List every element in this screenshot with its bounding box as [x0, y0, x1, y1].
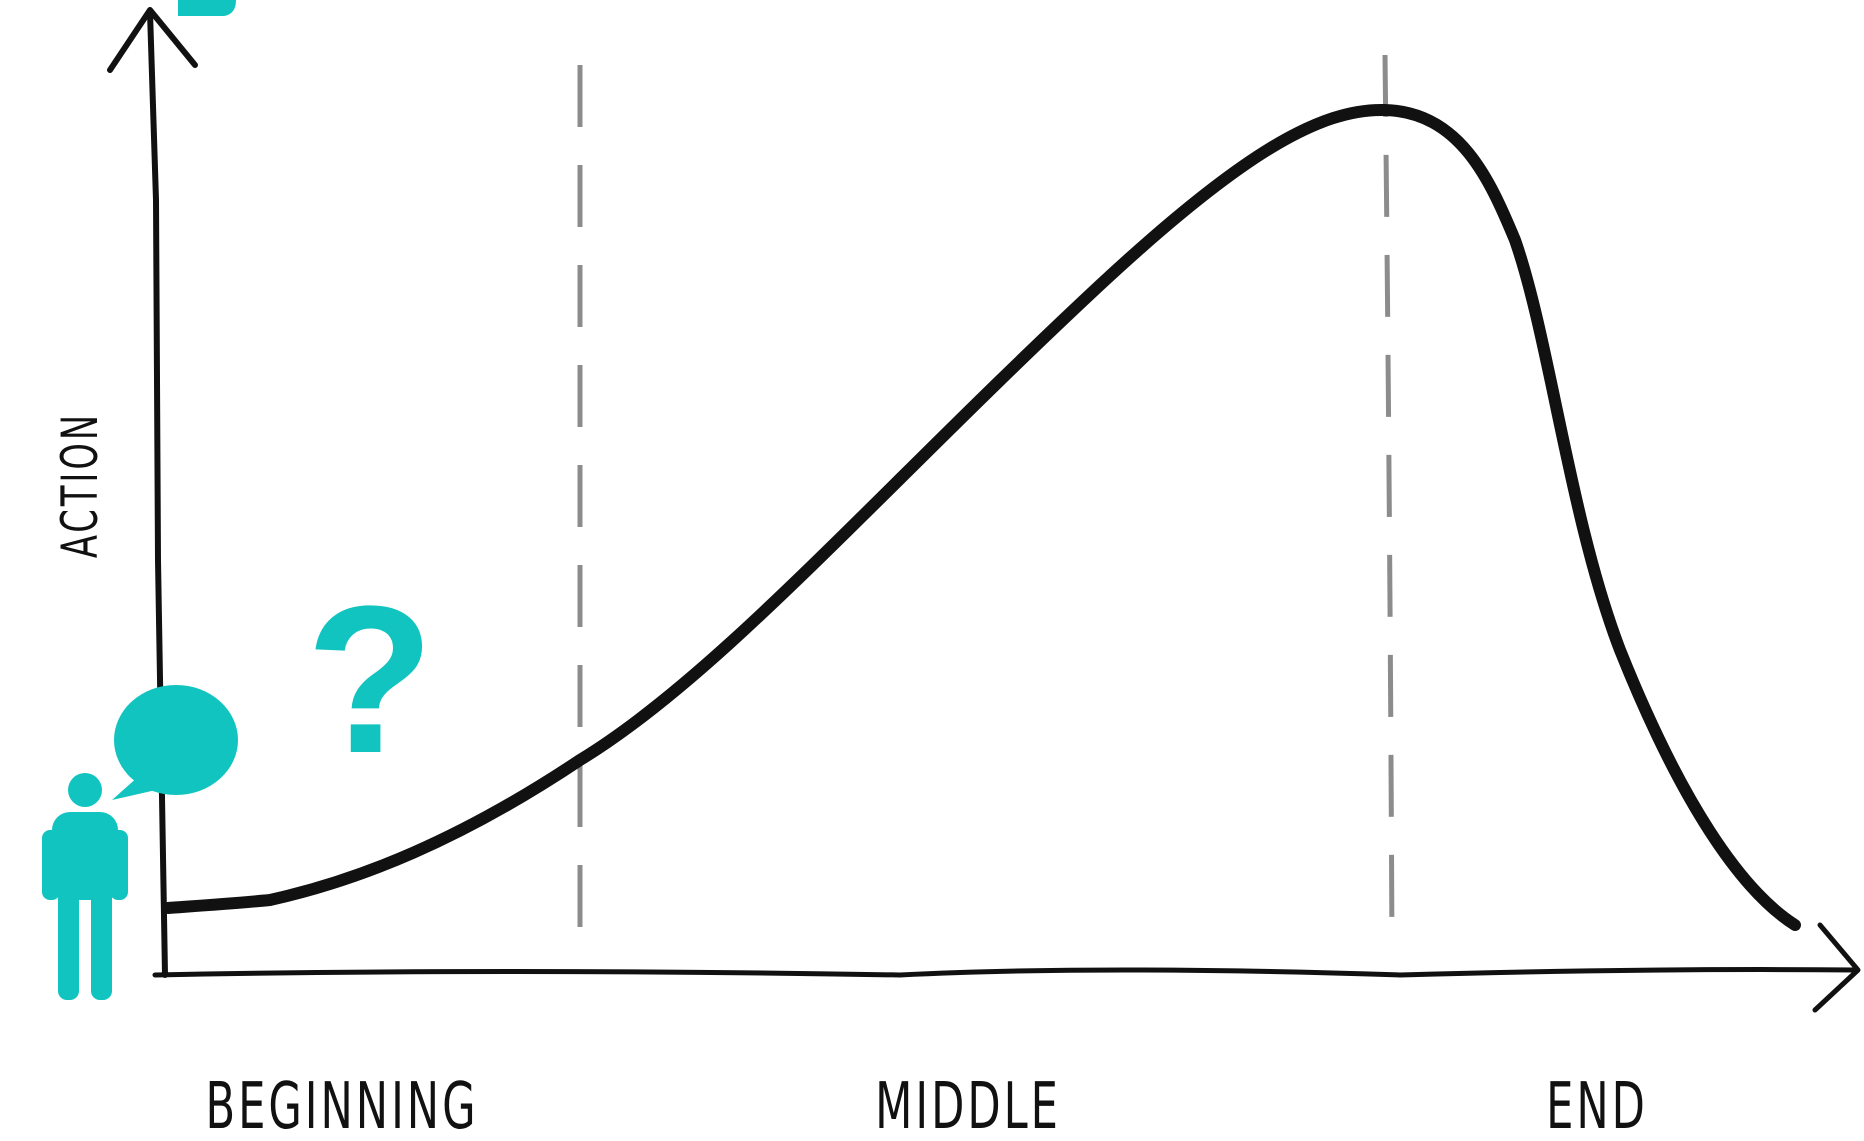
cropped-accent-fragment [178, 0, 236, 16]
speech-bubble-icon [112, 685, 238, 800]
question-mark: ? [306, 562, 434, 797]
y-axis-label: ACTION [52, 412, 110, 558]
label-beginning: BEGINNING [205, 1069, 478, 1141]
label-middle: MIDDLE [875, 1069, 1061, 1141]
x-axis [152, 967, 1858, 978]
y-axis-arrowhead [107, 7, 198, 73]
label-end: END [1546, 1069, 1648, 1141]
person-icon [42, 773, 128, 1000]
divider-middle-end [1382, 54, 1395, 956]
action-curve [162, 103, 1801, 931]
x-axis-arrowhead [1812, 922, 1861, 1013]
y-axis [147, 9, 168, 978]
